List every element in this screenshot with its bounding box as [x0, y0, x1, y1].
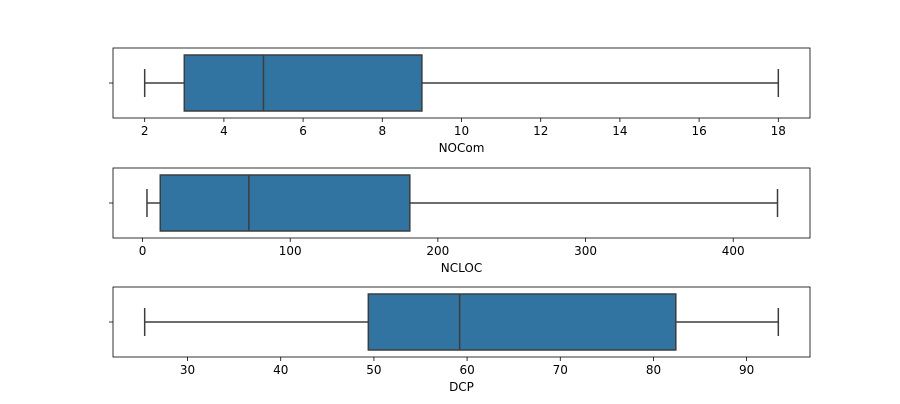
panel-dcp: 30 40 50 60 70 80 90 DCP	[109, 286, 811, 394]
box-iqr	[367, 293, 677, 351]
x-tick-label: 30	[180, 363, 195, 377]
x-tick-label: 80	[646, 363, 661, 377]
x-tick-label: 8	[378, 124, 386, 138]
x-tick-label: 40	[273, 363, 288, 377]
x-tick-label: 100	[279, 244, 302, 258]
x-tick-label: 12	[533, 124, 548, 138]
x-tick-label: 50	[366, 363, 381, 377]
box-iqr	[183, 54, 423, 112]
panel-ncloc: 0 100 200 300 400 NCLOC	[109, 167, 811, 275]
x-tick-label: 10	[454, 124, 469, 138]
panel-nocom: 2 4 6 8 10 12 14 16 18 NOCom	[109, 47, 811, 155]
x-tick-label: 0	[139, 244, 147, 258]
x-axis-label: NOCom	[439, 141, 485, 155]
x-tick-label: 6	[299, 124, 307, 138]
x-tick-label: 4	[220, 124, 228, 138]
x-tick-label: 16	[691, 124, 706, 138]
x-tick-label: 400	[722, 244, 745, 258]
x-tick-label: 300	[574, 244, 597, 258]
x-axis-label: NCLOC	[441, 261, 482, 275]
x-tick-label: 2	[141, 124, 149, 138]
box-iqr	[159, 174, 411, 232]
x-axis-label: DCP	[449, 380, 474, 394]
x-tick-label: 90	[739, 363, 754, 377]
x-tick-label: 18	[771, 124, 786, 138]
x-tick-label: 60	[459, 363, 474, 377]
x-tick-label: 70	[553, 363, 568, 377]
x-tick-label: 14	[612, 124, 627, 138]
x-tick-label: 200	[426, 244, 449, 258]
